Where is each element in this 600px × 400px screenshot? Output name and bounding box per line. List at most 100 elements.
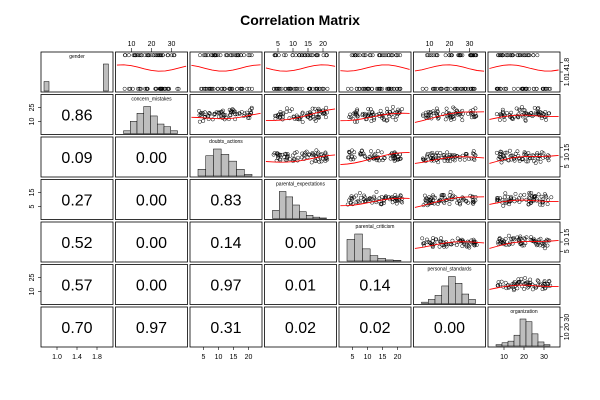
panel-doubts_actions-organization <box>487 136 561 178</box>
scatter-point <box>508 196 513 201</box>
scatter-point <box>497 86 502 91</box>
scatter-point <box>535 106 540 111</box>
histogram-bar <box>377 258 386 262</box>
panel-frame <box>264 94 337 135</box>
scatter-point <box>285 152 290 157</box>
scatter-point <box>525 159 530 164</box>
scatter-point <box>472 152 476 157</box>
scatter-point <box>522 281 527 286</box>
scatter-point <box>423 110 428 115</box>
panel-frame <box>115 51 188 93</box>
scatter-point <box>528 201 533 206</box>
scatter-point <box>391 156 396 161</box>
scatter-point <box>538 159 543 164</box>
scatter-point <box>495 240 500 245</box>
scatter-point <box>510 53 515 58</box>
scatter-point <box>539 116 544 121</box>
scatter-point <box>510 116 514 121</box>
scatter-point <box>520 197 524 202</box>
scatter-point <box>222 86 227 91</box>
panel-gender-personal_standards <box>413 51 486 93</box>
correlation-value: 0.14 <box>359 278 390 295</box>
panel-frame <box>487 179 561 220</box>
smooth-line <box>191 64 261 72</box>
scatter-point <box>349 86 354 91</box>
scatter-point <box>545 156 550 161</box>
scatter-point <box>274 86 279 91</box>
histogram-bar <box>461 293 469 304</box>
correlation-value: 0.01 <box>285 278 316 295</box>
panel-concern_mistakes-organization <box>487 94 561 135</box>
scatter-point <box>203 86 208 91</box>
histogram-bar <box>136 113 144 134</box>
scatter-point <box>538 110 543 115</box>
scatter-point <box>374 200 379 205</box>
histogram-bar <box>507 340 515 347</box>
correlation-value: 0.97 <box>210 278 241 295</box>
scatter-point <box>324 156 329 160</box>
histogram-bar <box>455 283 463 304</box>
scatter-point <box>290 153 295 158</box>
scatter-point <box>305 53 310 58</box>
scatter-point <box>276 53 281 58</box>
scatter-point <box>464 199 469 204</box>
tick-label: 10 <box>500 354 508 361</box>
scatter-point <box>278 157 282 162</box>
scatter-point <box>513 191 518 196</box>
tick-label: 30 <box>168 41 176 48</box>
scatter-point <box>300 86 305 91</box>
panel-concern_mistakes-parental_criticism <box>338 94 412 135</box>
tick-label: 20 <box>394 354 402 361</box>
scatter-point <box>460 118 465 123</box>
correlation-value: 0.86 <box>61 108 92 125</box>
scatter-point <box>525 285 530 290</box>
scatter-point <box>363 86 368 91</box>
scatter-point <box>225 53 230 58</box>
scatter-point <box>275 156 280 161</box>
scatter-point <box>389 53 394 58</box>
scatter-point <box>369 119 374 124</box>
scatter-point <box>200 86 205 91</box>
scatter-point <box>200 112 204 116</box>
scatter-point <box>372 117 376 122</box>
tick-label: 1.4 <box>72 354 82 361</box>
scatter-point <box>300 120 305 124</box>
tick-label: 5 <box>29 204 36 208</box>
scatter-point <box>396 107 401 112</box>
scatter-point <box>231 108 236 113</box>
scatter-point <box>469 115 474 120</box>
scatter-point <box>515 149 520 154</box>
scatter-point <box>301 53 306 58</box>
scatter-point <box>427 112 432 117</box>
scatter-point <box>442 153 447 158</box>
scatter-point <box>535 151 540 156</box>
scatter-point <box>400 107 405 112</box>
scatter-point <box>279 111 283 116</box>
scatter-point <box>432 111 436 116</box>
scatter-point <box>349 194 354 199</box>
histogram-bar <box>197 169 206 177</box>
scatter-point <box>299 53 304 58</box>
scatter-point <box>424 199 429 203</box>
scatter-point <box>321 86 326 91</box>
panel-organization-parental_expectations: 0.02 <box>264 306 337 348</box>
scatter-point <box>220 86 225 91</box>
scatter-point <box>247 53 252 58</box>
tick-label: 15 <box>564 144 571 152</box>
panel-personal_standards-concern_mistakes: 0.00 <box>115 264 188 305</box>
scatter-point <box>242 53 246 58</box>
scatter-point <box>228 113 233 118</box>
panel-parental_criticism-concern_mistakes: 0.00 <box>115 221 188 263</box>
scatter-point <box>201 86 206 91</box>
scatter-point <box>314 53 319 58</box>
scatter-point <box>444 106 449 111</box>
scatter-point <box>139 53 144 58</box>
correlation-value: 0.09 <box>61 150 92 167</box>
panel-frame <box>413 221 486 263</box>
scatter-point <box>456 198 461 203</box>
scatter-point <box>463 152 468 156</box>
tick-label: 20 <box>319 41 327 48</box>
scatter-point <box>529 199 534 204</box>
scatter-point <box>516 112 521 117</box>
